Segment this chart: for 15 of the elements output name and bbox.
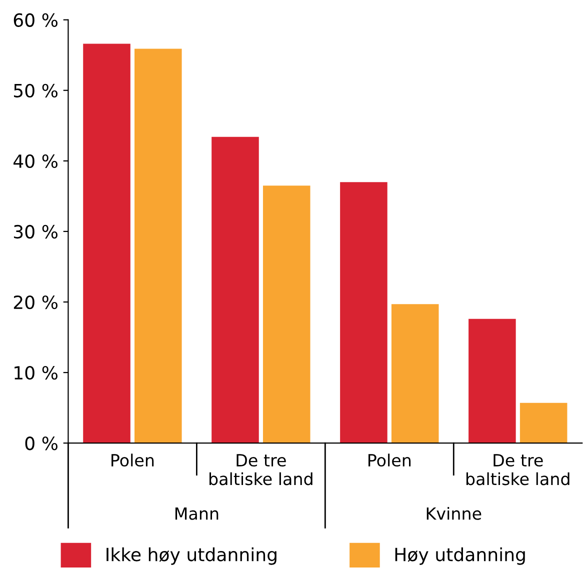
legend-label: Ikke høy utdanning [106,547,276,565]
x-tick-label: De tre baltiske land [466,454,570,486]
y-tick-label: 60 % [14,13,58,27]
text: Mann [175,507,218,520]
x-tick-label: Polen [112,454,154,467]
y-tick-label: 10 % [14,366,58,380]
legend-label: Høy utdanning [395,547,525,565]
text: Kvinne [426,506,482,520]
y-tick-label: 0 % [25,436,58,450]
x-tick-label: De tre baltiske land [210,454,312,486]
y-tick-label: 40 % [14,154,58,168]
y-tick-label: 20 % [14,295,58,310]
x-tick-label: Polen [368,454,411,467]
y-tick-label: 50 % [14,84,58,98]
y-tick-label: 30 % [14,224,58,239]
